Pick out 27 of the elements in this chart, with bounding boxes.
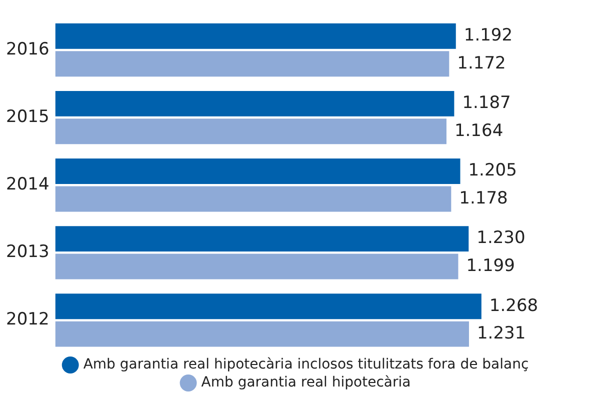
data-label: 1.268 [489,296,538,316]
y-tick-label: 2014 [6,174,50,195]
bar [55,321,469,347]
data-label: 1.172 [457,53,506,74]
bar [55,226,469,252]
bar [55,254,458,280]
bar [55,294,482,320]
data-label: 1.187 [462,93,511,114]
y-tick-label: 2016 [6,39,50,60]
data-label: 1.205 [468,160,517,181]
data-label: 1.192 [464,26,513,46]
legend-label: Amb garantia real hipotecària inclosos titulitzats fora de balanç [83,356,529,373]
data-label: 1.230 [476,228,526,248]
data-label: 1.199 [466,256,515,276]
bar [55,186,452,212]
data-label: 1.178 [459,188,508,208]
y-tick-label: 2015 [6,106,50,127]
y-tick-label: 2013 [6,242,50,262]
data-label: 1.164 [454,120,504,141]
bar [55,90,454,116]
bar [55,23,456,49]
y-tick-label: 2012 [6,310,50,330]
bar [55,51,450,77]
legend-label: Amb garantia real hipotecària [201,374,411,391]
bar [55,118,446,144]
bar [55,158,460,184]
data-label: 1.231 [476,323,526,344]
